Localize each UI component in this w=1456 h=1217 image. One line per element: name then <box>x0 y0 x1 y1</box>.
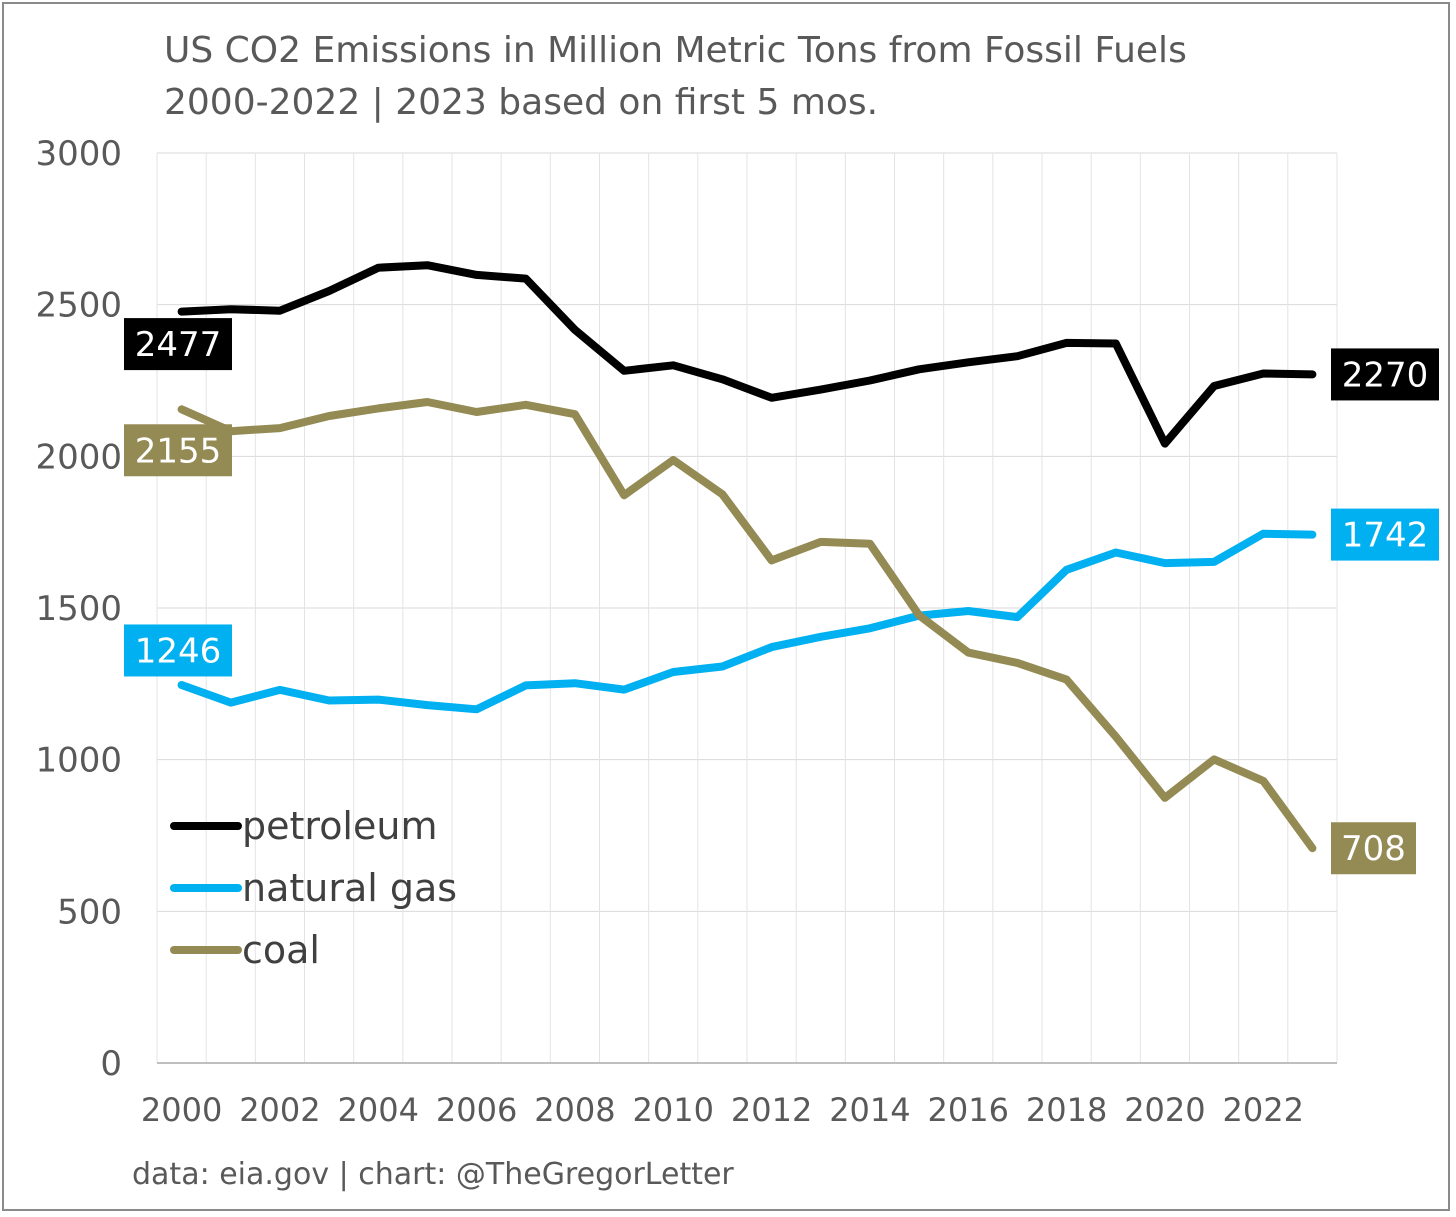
y-tick-label: 2000 <box>35 437 122 477</box>
data-label-box <box>1331 348 1439 401</box>
x-tick-label: 2016 <box>928 1091 1009 1129</box>
y-tick-label: 1000 <box>35 741 122 781</box>
series-line-natural-gas <box>177 529 1317 714</box>
x-tick-label: 2004 <box>338 1091 419 1129</box>
x-tick-label: 2002 <box>239 1091 320 1129</box>
data-label-text: 2270 <box>1342 355 1429 395</box>
series-line-petroleum <box>177 261 1317 448</box>
data-label-text: 1742 <box>1342 516 1429 556</box>
y-tick-label: 1500 <box>35 589 122 629</box>
data-label-box <box>1331 822 1416 875</box>
x-tick-label: 2022 <box>1223 1091 1304 1129</box>
x-tick-label: 2008 <box>534 1091 615 1129</box>
data-label-text: 1246 <box>135 631 222 671</box>
x-tick-label: 2018 <box>1026 1091 1107 1129</box>
data-label-start-petroleum: 2477 <box>124 318 232 371</box>
data-label-text: 2155 <box>135 431 222 471</box>
y-tick-label: 500 <box>57 892 122 932</box>
x-tick-label: 2006 <box>436 1091 517 1129</box>
x-tick-label: 2020 <box>1124 1091 1205 1129</box>
x-axis-ticks: 2000 2002 2004 2006 2008 2010 2012 2014 2016 2018… <box>141 1091 1304 1129</box>
data-label-start-natural-gas: 1246 <box>124 624 232 677</box>
data-label-end-coal: 708 <box>1331 822 1416 875</box>
chart-title: US CO2 Emissions in Million Metric Tons … <box>164 30 1187 71</box>
legend-label-natural-gas: natural gas <box>242 866 457 910</box>
legend-label-coal: coal <box>242 928 320 972</box>
y-axis-ticks: 0 500 1000 1500 2000 2500 3000 <box>35 134 122 1084</box>
data-label-box <box>124 624 232 677</box>
data-label-end-natural-gas: 1742 <box>1331 508 1439 561</box>
source-footer: data: eia.gov | chart: @TheGregorLetter <box>132 1157 734 1192</box>
y-tick-label: 0 <box>100 1044 122 1084</box>
data-label-box <box>124 424 232 477</box>
x-tick-label: 2010 <box>633 1091 714 1129</box>
x-tick-label: 2000 <box>141 1091 222 1129</box>
data-labels: 2477 2270 1246 1742 2155 708 <box>124 318 1439 875</box>
chart-subtitle: 2000-2022 | 2023 based on first 5 mos. <box>164 82 878 123</box>
x-tick-label: 2012 <box>731 1091 812 1129</box>
data-label-text: 708 <box>1341 829 1406 869</box>
legend: petroleum natural gas coal <box>170 804 457 972</box>
series-lines <box>177 261 1317 853</box>
data-label-box <box>1331 508 1439 561</box>
x-tick-label: 2014 <box>829 1091 910 1129</box>
series-line-coal <box>177 398 1317 853</box>
line-chart: US CO2 Emissions in Million Metric Tons … <box>35 30 1439 1192</box>
y-tick-label: 2500 <box>35 286 122 326</box>
data-label-end-petroleum: 2270 <box>1331 348 1439 401</box>
y-tick-label: 3000 <box>35 134 122 174</box>
data-label-text: 2477 <box>135 325 222 365</box>
data-label-box <box>124 318 232 371</box>
data-label-start-coal: 2155 <box>124 424 232 477</box>
gridlines <box>156 152 1338 1064</box>
legend-label-petroleum: petroleum <box>242 804 437 848</box>
